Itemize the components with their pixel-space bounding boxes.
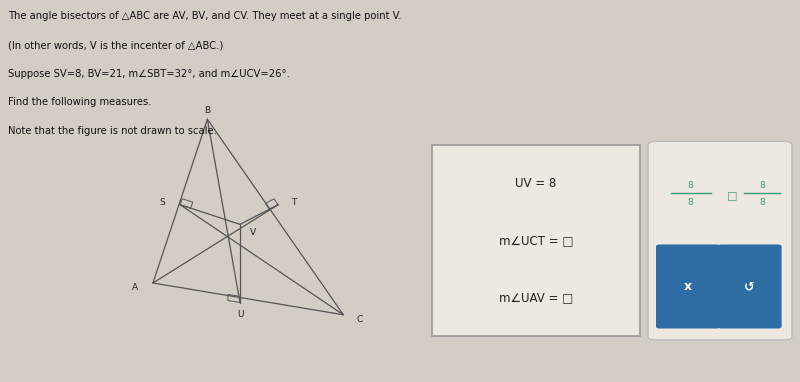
Text: Suppose SV=8, BV=21, m∠SBT=32°, and m∠UCV=26°.: Suppose SV=8, BV=21, m∠SBT=32°, and m∠UC… <box>8 69 290 79</box>
Text: 8: 8 <box>688 181 694 190</box>
Text: The angle bisectors of △ABC are AV, BV, and CV. They meet at a single point V.: The angle bisectors of △ABC are AV, BV, … <box>8 11 402 21</box>
Text: Find the following measures.: Find the following measures. <box>8 97 151 107</box>
FancyBboxPatch shape <box>432 145 640 336</box>
Text: ↺: ↺ <box>744 280 755 293</box>
Text: Note that the figure is not drawn to scale.: Note that the figure is not drawn to sca… <box>8 126 217 136</box>
Text: UV = 8: UV = 8 <box>515 177 557 190</box>
Text: T: T <box>291 198 297 207</box>
Text: 8: 8 <box>760 198 766 207</box>
FancyBboxPatch shape <box>656 244 720 329</box>
Text: A: A <box>132 283 138 292</box>
Text: (In other words, V is the incenter of △ABC.): (In other words, V is the incenter of △A… <box>8 40 223 50</box>
Text: S: S <box>160 198 166 207</box>
FancyBboxPatch shape <box>718 244 782 329</box>
Text: x: x <box>684 280 692 293</box>
Text: B: B <box>204 106 210 115</box>
Text: 8: 8 <box>688 198 694 207</box>
Text: U: U <box>237 309 243 319</box>
Text: m∠UCT = □: m∠UCT = □ <box>498 234 574 247</box>
Text: □: □ <box>727 191 738 201</box>
FancyBboxPatch shape <box>648 141 792 340</box>
Text: C: C <box>356 315 362 324</box>
Text: V: V <box>250 228 256 237</box>
Text: 8: 8 <box>760 181 766 190</box>
Text: m∠UAV = □: m∠UAV = □ <box>499 291 573 304</box>
